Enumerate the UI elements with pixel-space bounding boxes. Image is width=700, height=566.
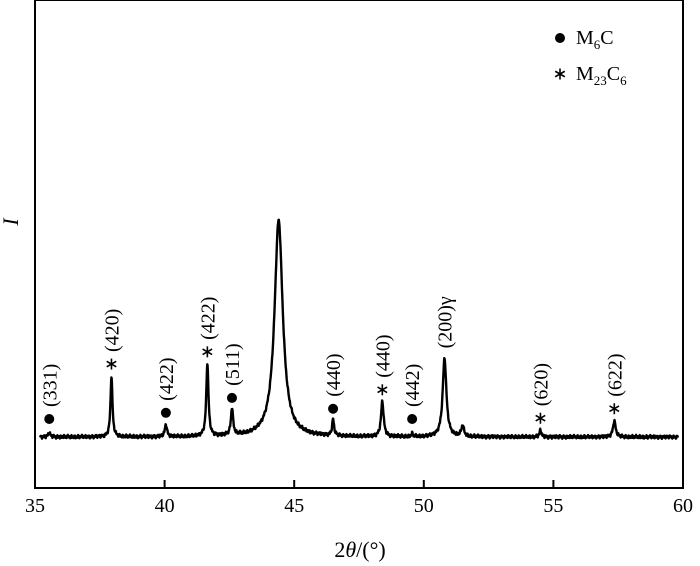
m23c6-marker <box>535 412 546 424</box>
x-tick-label: 55 <box>543 495 563 517</box>
peak-label: (420) <box>101 309 123 352</box>
m23c6-marker <box>377 384 388 396</box>
legend-entry: M23C6 <box>554 63 627 88</box>
x-axis-title-suffix: /(°) <box>356 537 386 562</box>
peak-label: (511) <box>222 343 244 386</box>
peak-label: (620) <box>530 363 552 406</box>
x-axis-title: 2θ/(°) <box>334 537 385 562</box>
peak-label: (200)γ <box>435 296 457 348</box>
plot-border <box>34 0 684 489</box>
y-axis-title: I <box>0 217 23 227</box>
legend-circle-symbol <box>555 33 565 43</box>
legend-label: M6C <box>576 27 614 52</box>
m6c-marker <box>407 414 418 424</box>
peak-label: (422) <box>197 297 219 340</box>
m6c-marker <box>226 392 237 403</box>
m6c-marker <box>44 414 55 424</box>
x-ticks: 35 40 45 50 55 60 <box>25 480 693 517</box>
x-tick-label: 35 <box>25 495 45 517</box>
legend: M6C M23C6 <box>554 27 627 88</box>
x-tick-label: 50 <box>414 495 434 517</box>
x-tick-label: 60 <box>673 495 693 517</box>
peak-label: (622) <box>604 353 626 396</box>
series-line <box>39 218 679 441</box>
x-axis-title-theta: θ <box>345 537 356 562</box>
plot-frame <box>34 0 684 489</box>
m23c6-marker <box>106 358 117 370</box>
legend-label: M23C6 <box>576 63 627 88</box>
diffraction-trace <box>39 218 679 441</box>
peak-label: (442) <box>402 364 424 407</box>
peak-label: (440) <box>323 353 345 396</box>
x-axis-title-prefix: 2 <box>334 537 345 562</box>
m23c6-marker <box>609 403 620 415</box>
m23c6-marker <box>202 346 213 358</box>
x-tick-label: 40 <box>155 495 175 517</box>
x-tick-label: 45 <box>284 495 304 517</box>
m6c-marker <box>328 403 339 414</box>
m6c-marker <box>160 407 171 418</box>
peak-label: (422) <box>156 357 178 400</box>
peak-labels: (331)(420)(422)(422)(511) (440) (440)(442)… <box>39 296 626 407</box>
legend-entry: M6C <box>555 27 614 52</box>
peak-label: (331) <box>39 364 61 407</box>
legend-asterisk-symbol <box>554 68 566 80</box>
peak-label: (440) <box>372 334 394 377</box>
phase-markers <box>44 346 620 424</box>
